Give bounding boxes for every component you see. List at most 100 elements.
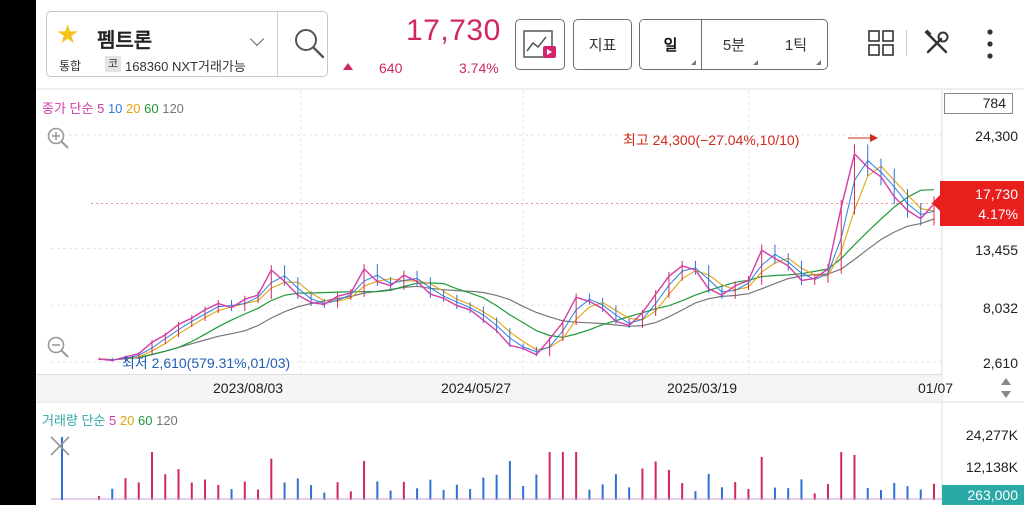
stock-selector[interactable]: ★ 펨트론 통합 코 168360 NXT거래가능 [46, 11, 328, 77]
stock-name: 펨트론 [97, 30, 153, 52]
price-tag-pct: 4.17% [978, 206, 1018, 222]
period-5min-button[interactable]: 5분 [722, 37, 746, 54]
volume-bar [257, 489, 260, 500]
corner-icon [816, 60, 821, 65]
search-icon[interactable] [292, 26, 326, 60]
volume-bar [217, 484, 220, 500]
more-vertical-icon[interactable] [984, 27, 996, 61]
value-box: 784 [944, 93, 1013, 114]
y-tick-label: 24,300 [975, 128, 1018, 144]
volume-bar [800, 479, 803, 500]
volume-legend: 거래량 단순 5 20 60 120 [42, 410, 178, 429]
corner-icon [691, 60, 696, 65]
low-annotation: 최저 2,610(579.31%,01/03) [122, 355, 291, 371]
corner-icon [753, 60, 758, 65]
legend-ma5: 5 [97, 101, 105, 116]
legend-ma20: 20 [126, 101, 141, 116]
favorite-star-icon[interactable]: ★ [56, 19, 80, 49]
indicator-button[interactable]: 지표 [573, 19, 632, 70]
volume-bar [548, 452, 551, 500]
volume-bar [681, 483, 684, 500]
ma20-line [98, 165, 935, 361]
volume-bar [416, 488, 419, 500]
volume-bar [893, 482, 896, 500]
volume-bar [98, 496, 100, 500]
zoom-in-icon[interactable] [46, 126, 70, 150]
volume-bar [469, 489, 472, 500]
grid-layout-icon[interactable] [868, 30, 894, 56]
price-change: 640 [379, 60, 403, 76]
volume-legend-ma5: 5 [109, 413, 117, 428]
volume-bar [243, 481, 246, 500]
close-x-icon[interactable] [48, 434, 72, 458]
volume-legend-ma120: 120 [156, 413, 178, 428]
market-tag: 통합 [59, 59, 82, 73]
volume-bar [455, 484, 458, 500]
volume-bar [495, 474, 498, 500]
ma-legend: 종가 단순 5 10 20 60 120 [42, 98, 184, 117]
x-tick-label: 2024/05/27 [441, 380, 512, 396]
volume-bar [508, 461, 511, 500]
volume-bar [323, 492, 326, 500]
app-window: ★ 펨트론 통합 코 168360 NXT거래가능 17,730 640 3.7… [36, 0, 1024, 505]
volume-tick-label: 12,138K [965, 459, 1018, 475]
volume-bar [535, 474, 538, 500]
legend-ma10: 10 [107, 101, 123, 116]
volume-bar [641, 468, 644, 500]
y-tick-label: 13,455 [975, 242, 1018, 258]
volume-bar [402, 481, 405, 500]
ma10-line [98, 159, 935, 361]
period-selector: 일 5분 1틱 [639, 19, 828, 70]
volume-bar [561, 452, 564, 500]
high-annotation: 최고 24,300(−27.04%,10/10) [623, 132, 800, 148]
volume-bar [522, 486, 525, 500]
volume-bar [773, 487, 776, 500]
chart-play-icon [523, 29, 556, 58]
volume-bar [336, 482, 339, 500]
x-axis[interactable] [36, 374, 942, 401]
volume-bar [111, 488, 114, 500]
volume-bar [588, 489, 591, 500]
volume-bar [376, 481, 379, 500]
current-price: 17,730 [406, 14, 501, 47]
volume-bar [919, 489, 922, 500]
y-tick-label: 8,032 [982, 300, 1018, 316]
volume-bar [866, 487, 869, 500]
volume-bar [787, 488, 790, 500]
volume-legend-prefix: 거래량 단순 [42, 413, 106, 428]
tools-icon[interactable] [923, 29, 951, 57]
volume-bar [707, 473, 710, 500]
volume-legend-ma60: 60 [138, 413, 153, 428]
period-1tick-button[interactable]: 1틱 [784, 37, 808, 54]
volume-bar [190, 482, 193, 500]
volume-tag: 263,000 [942, 485, 1024, 505]
scroll-arrows-icon[interactable] [996, 376, 1016, 400]
volume-bar [879, 490, 882, 500]
price-tag-value: 17,730 [975, 186, 1018, 202]
chart-video-button[interactable] [515, 19, 565, 70]
volume-bar [667, 469, 670, 500]
volume-bar [933, 483, 935, 500]
volume-bar [694, 491, 697, 500]
volume-bar [654, 461, 657, 500]
y-tick-label: 2,610 [982, 355, 1018, 371]
volume-legend-ma20: 20 [119, 413, 135, 428]
code-tag: 코 [105, 56, 121, 72]
price-chart[interactable] [36, 0, 1024, 505]
zoom-out-icon[interactable] [46, 335, 70, 359]
volume-bar [760, 456, 763, 500]
volume-bar [853, 454, 856, 500]
legend-prefix: 종가 단순 [42, 101, 94, 116]
volume-bar [826, 484, 829, 500]
legend-ma60: 60 [144, 101, 159, 116]
volume-bar [349, 491, 352, 500]
volume-bar [363, 461, 366, 500]
volume-bar [270, 458, 273, 500]
volume-bar [614, 474, 617, 500]
close-price-line [98, 152, 935, 362]
volume-bar [283, 482, 286, 500]
volume-bar [310, 485, 313, 500]
current-price-tag: 17,730 4.17% [932, 181, 1024, 226]
volume-bar [720, 487, 723, 500]
ma120-line [98, 218, 935, 361]
